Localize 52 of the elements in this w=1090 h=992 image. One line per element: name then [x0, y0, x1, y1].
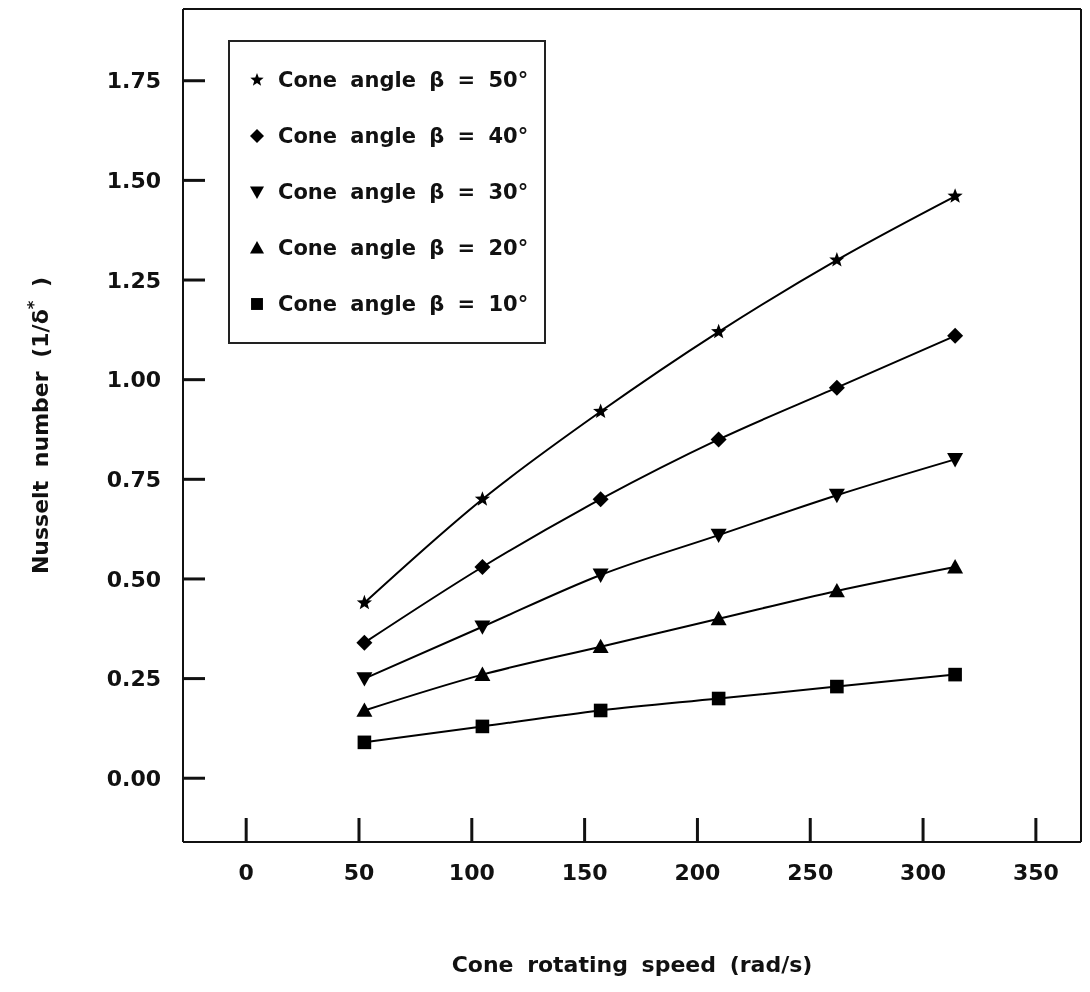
y-tick-label: 0.25 [106, 666, 161, 692]
y-tick-label: 0.50 [106, 566, 161, 592]
point [474, 558, 491, 575]
point [592, 491, 609, 508]
point [947, 452, 964, 468]
point [356, 672, 373, 687]
point [947, 188, 963, 203]
y-tick-label: 0.00 [106, 765, 161, 791]
point [710, 610, 727, 626]
point [947, 558, 964, 574]
y-tick-label: 1.50 [106, 168, 161, 194]
legend-label: Cone angle β = 20° [278, 236, 529, 260]
point [828, 379, 845, 396]
legend-label: Cone angle β = 50° [278, 68, 529, 92]
point [947, 327, 964, 344]
legend-label: Cone angle β = 40° [278, 124, 529, 148]
point [475, 719, 490, 734]
point [710, 528, 727, 544]
point [357, 735, 372, 750]
y-tick-label: 1.75 [106, 68, 161, 94]
point [829, 252, 845, 267]
point [474, 620, 491, 635]
legend-label: Cone angle β = 10° [278, 292, 529, 316]
point [948, 667, 962, 682]
point [711, 323, 727, 339]
point [830, 679, 844, 694]
point [474, 491, 491, 506]
legend-label: Cone angle β = 30° [278, 180, 529, 204]
point [593, 703, 608, 718]
point [592, 568, 609, 583]
point [828, 582, 845, 598]
point [592, 638, 609, 654]
point [710, 431, 727, 448]
point [828, 488, 845, 504]
x-tick-label: 50 [343, 860, 375, 885]
point [356, 702, 373, 717]
point [356, 634, 373, 651]
point [474, 666, 491, 681]
x-tick-label: 250 [787, 860, 834, 885]
x-tick-label: 300 [900, 860, 947, 885]
point [593, 403, 609, 419]
x-tick-label: 150 [561, 860, 608, 885]
x-tick-label: 0 [238, 860, 254, 885]
x-tick-label: 350 [1012, 860, 1059, 885]
x-tick-label: 100 [448, 860, 495, 885]
point [711, 691, 726, 706]
y-tick-label: 1.00 [106, 367, 161, 393]
x-tick-label: 200 [674, 860, 721, 885]
y-tick-label: 1.25 [106, 267, 161, 293]
point [356, 594, 373, 610]
x-axis-title: Cone rotating speed (rad/s) [451, 952, 813, 977]
y-tick-label: 0.75 [106, 467, 161, 493]
